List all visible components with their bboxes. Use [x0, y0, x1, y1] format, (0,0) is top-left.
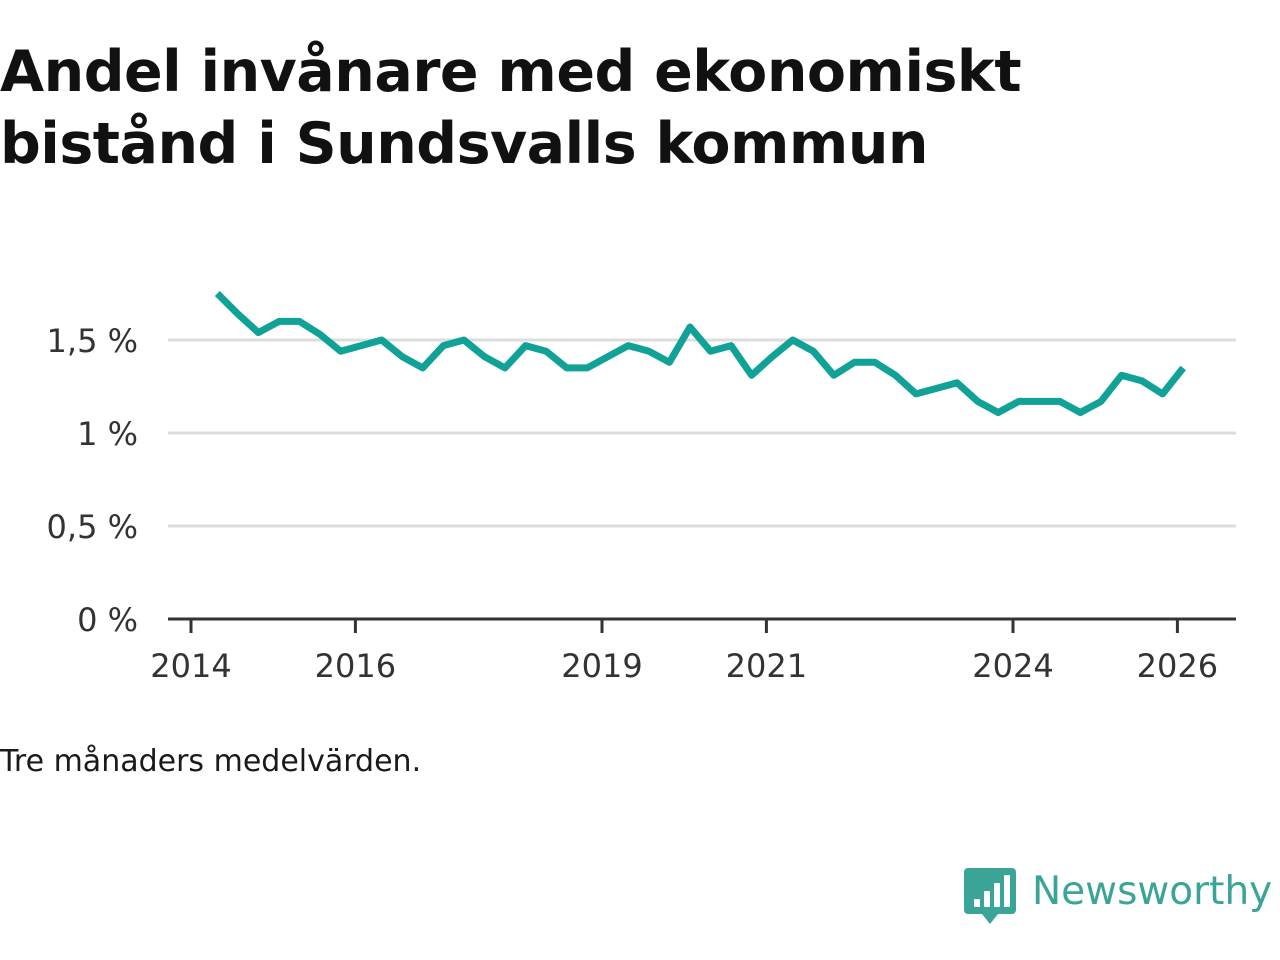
y-tick-label: 1,5 % — [47, 322, 138, 360]
y-tick-label: 0,5 % — [47, 508, 138, 546]
x-tick-label: 2026 — [1137, 647, 1218, 685]
gridlines — [168, 338, 1236, 528]
brand-logo: Newsworthy — [964, 866, 1272, 926]
x-tick-label: 2024 — [972, 647, 1053, 685]
brand-name: Newsworthy — [1032, 869, 1273, 914]
y-tick-label: 1 % — [77, 415, 138, 453]
x-tick-label: 2016 — [315, 647, 396, 685]
x-tick-label: 2019 — [561, 647, 642, 685]
newsworthy-logo-icon — [964, 868, 1016, 924]
series-line — [214, 291, 1186, 416]
series-layer — [214, 291, 1186, 416]
chart-title: Andel invånare med ekonomiskt bistånd i … — [0, 39, 1022, 177]
x-tick-label: 2014 — [150, 647, 231, 685]
x-tick-label: 2021 — [726, 647, 807, 685]
y-tick-label: 0 % — [77, 601, 138, 639]
chart-note: Tre månaders medelvärden. — [0, 744, 422, 779]
x-axis: 2014 2016 2019 2021 2024 2026 — [150, 617, 1236, 685]
y-axis-labels: 0 % 0,5 % 1 % 1,5 % — [47, 322, 138, 639]
